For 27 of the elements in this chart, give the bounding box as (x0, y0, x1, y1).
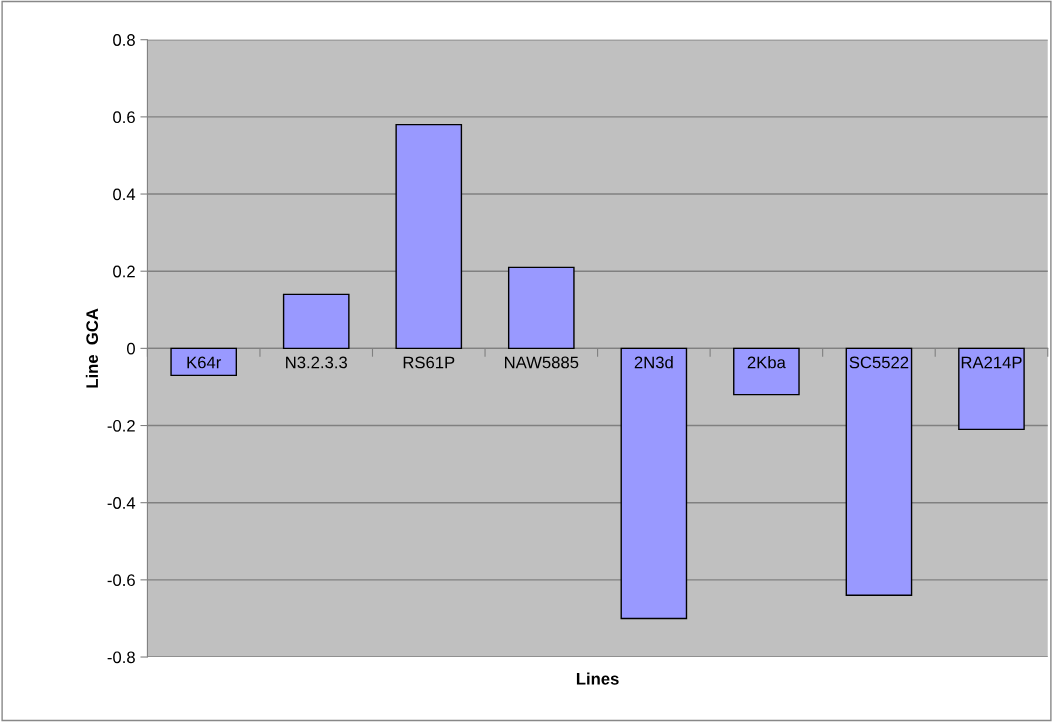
x-tick-label: SC5522 (849, 356, 909, 369)
x-tick-label: N3.2.3.3 (286, 356, 347, 369)
y-tick-label: 0.4 (113, 188, 136, 201)
bar (507, 266, 575, 350)
y-tick-label: 0.6 (113, 111, 135, 124)
y-tick-label: -0.8 (107, 651, 135, 664)
bar (395, 123, 463, 350)
bar (282, 293, 350, 350)
x-tick-label: RS61P (403, 356, 455, 369)
y-tick-label: 0.8 (113, 34, 135, 46)
bar (733, 347, 800, 396)
y-tick-label: -0.6 (107, 574, 135, 587)
y-tick-label: 0 (127, 342, 135, 355)
x-tick-label: RA214P (961, 356, 1022, 369)
bar (620, 347, 688, 620)
x-tick-label: 2Kba (747, 356, 786, 369)
bar (170, 347, 238, 377)
y-tick-label: 0.2 (113, 265, 135, 278)
x-tick-label: NAW5885 (505, 356, 579, 369)
y-tick-label: -0.4 (107, 497, 136, 509)
bar (845, 347, 913, 596)
x-axis-title: Lines (576, 672, 619, 685)
x-tick-label: 2N3d (634, 356, 673, 369)
x-tick-label: K64r (187, 356, 222, 369)
y-axis-title: Line GCA (85, 308, 99, 388)
y-tick-label: -0.2 (107, 419, 135, 432)
bar (958, 347, 1025, 431)
